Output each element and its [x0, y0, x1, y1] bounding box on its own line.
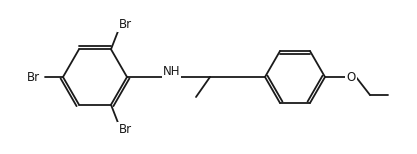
Text: Br: Br: [26, 71, 40, 83]
Text: O: O: [347, 71, 356, 83]
Text: Br: Br: [118, 123, 131, 136]
Text: Br: Br: [118, 18, 131, 31]
Text: NH: NH: [163, 65, 180, 77]
